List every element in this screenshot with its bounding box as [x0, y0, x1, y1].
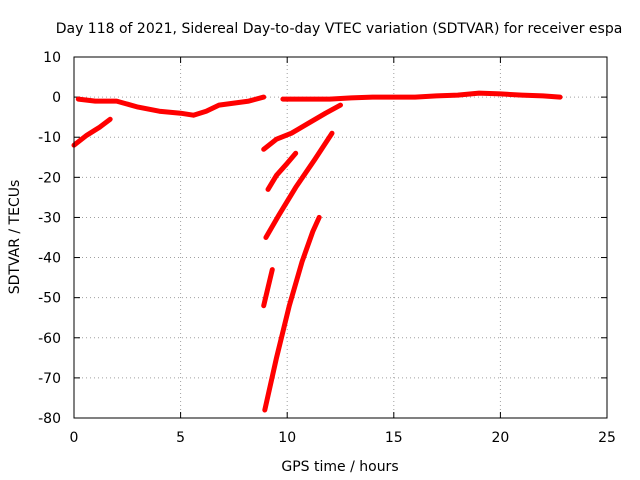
series-arc-1: [75, 94, 267, 118]
y-tick-label: 0: [52, 90, 61, 106]
series-arc-4: [261, 102, 343, 152]
x-tick-label: 25: [598, 430, 616, 446]
series-arc-2: [71, 116, 113, 148]
y-tick-label: -30: [38, 210, 61, 226]
series-arc-5: [265, 150, 299, 192]
chart-title: Day 118 of 2021, Sidereal Day-to-day VTE…: [56, 21, 623, 37]
series-arc-3: [280, 90, 563, 102]
x-tick-label: 20: [491, 430, 509, 446]
axis-tick-labels: 0 5 10 15 20 25 10 0 -10 -20 -30 -40 -50 -60 -70 -80: [38, 50, 616, 446]
x-axis-label: GPS time / hours: [281, 459, 398, 475]
y-tick-label: -40: [38, 251, 61, 267]
y-tick-label: -80: [38, 411, 61, 427]
series-arc-6: [263, 130, 335, 240]
x-tick-label: 5: [176, 430, 185, 446]
y-tick-label: 10: [43, 50, 61, 66]
y-tick-label: -60: [38, 331, 61, 347]
x-tick-label: 10: [278, 430, 296, 446]
plot-frame: [73, 56, 608, 419]
x-tick-label: 15: [385, 430, 403, 446]
y-tick-label: -50: [38, 291, 61, 307]
series-group: [71, 90, 563, 413]
y-tick-label: -10: [38, 130, 61, 146]
y-axis-label: SDTVAR / TECUs: [7, 180, 23, 295]
x-tick-label: 0: [70, 430, 79, 446]
series-arc-7: [261, 267, 275, 309]
y-tick-label: -70: [38, 371, 61, 387]
series-arc-8: [262, 214, 322, 413]
y-tick-label: -20: [38, 170, 61, 186]
